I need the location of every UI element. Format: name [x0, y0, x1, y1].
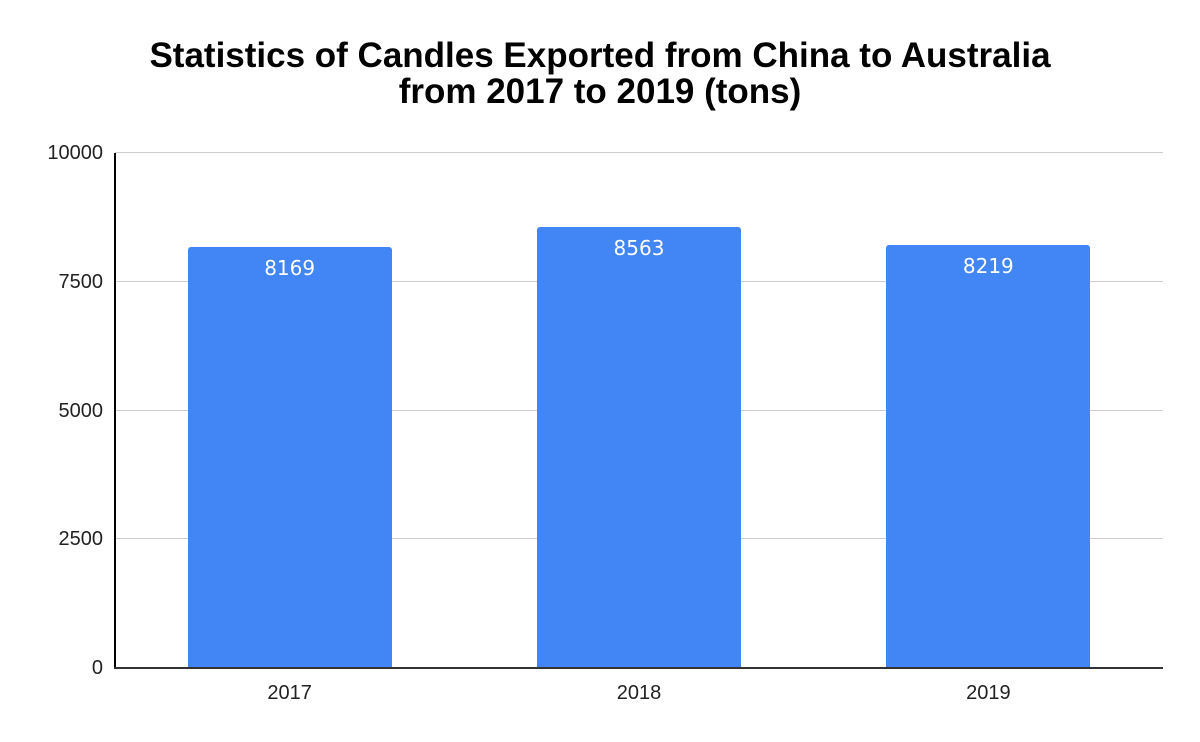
- chart-title-line-1: Statistics of Candles Exported from Chin…: [149, 36, 1051, 75]
- chart-title-line-2: from 2017 to 2019 (tons): [398, 72, 802, 111]
- bar-2018[interactable]: 8563: [537, 227, 741, 668]
- x-tick-label: 2017: [267, 682, 312, 704]
- bar-value-label: 8563: [613, 236, 665, 260]
- y-tick-label: 2500: [58, 528, 104, 551]
- y-tick-label: 7500: [58, 270, 104, 293]
- x-axis-line: [114, 667, 1163, 669]
- x-tick-label: 2019: [966, 682, 1011, 704]
- y-axis-line: [114, 153, 116, 669]
- y-tick-label: 10000: [47, 142, 103, 164]
- bar-value-label: 8169: [264, 256, 316, 281]
- y-tick-label: 5000: [58, 399, 104, 422]
- gridline: [115, 152, 1163, 153]
- bar-2019[interactable]: 8219: [886, 244, 1091, 668]
- chart-title: Statistics of Candles Exported from Chin…: [0, 38, 1200, 110]
- x-tick-label: 2018: [616, 682, 662, 704]
- y-tick-label: 0: [91, 657, 103, 679]
- bar-value-label: 8219: [962, 253, 1014, 278]
- bar-2017[interactable]: 8169: [187, 247, 392, 668]
